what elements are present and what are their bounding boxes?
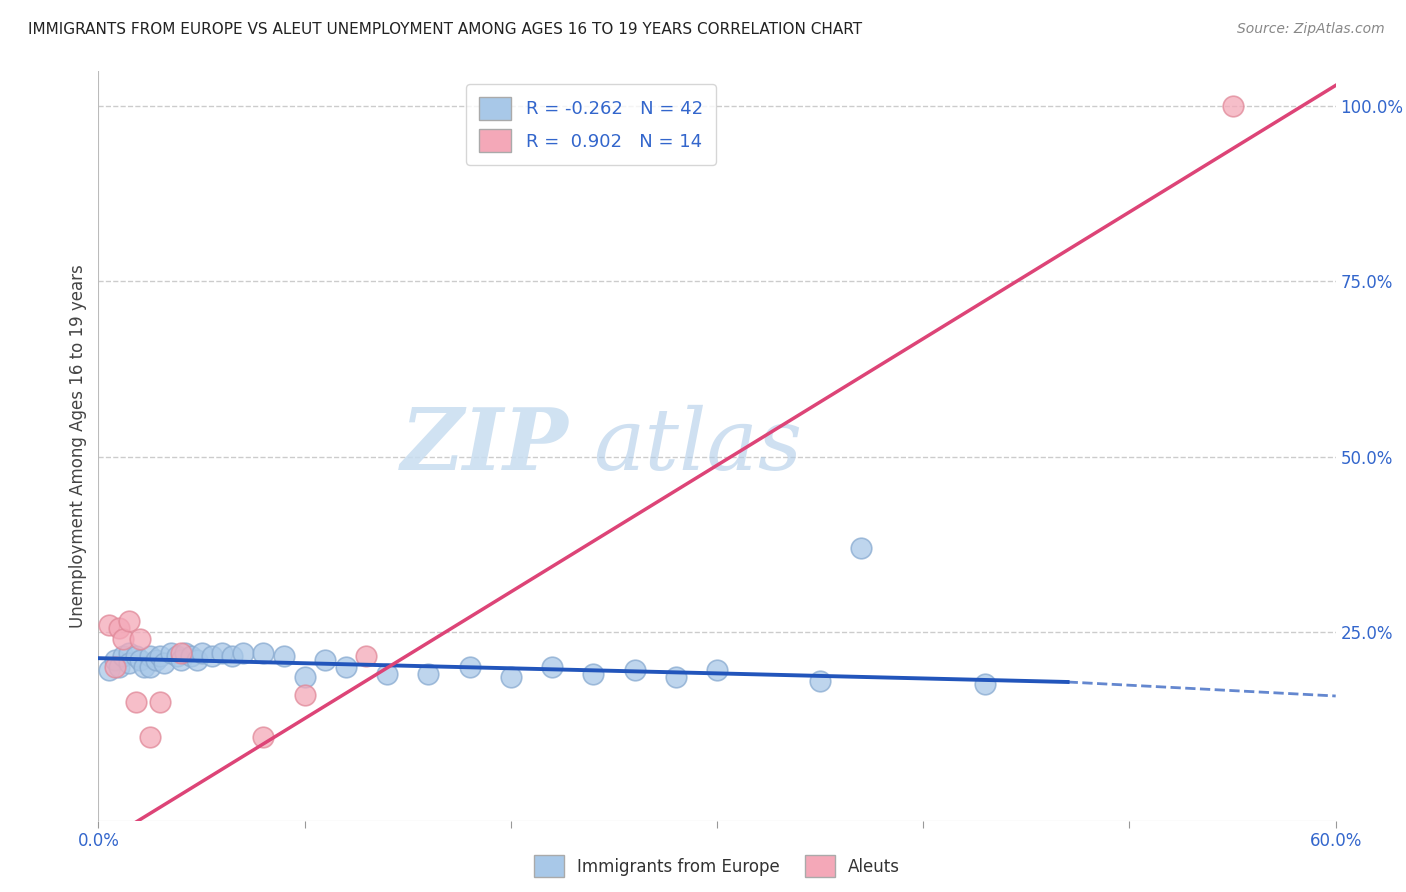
Point xyxy=(499,670,522,684)
Point xyxy=(180,649,202,664)
Point xyxy=(294,670,316,684)
Point xyxy=(851,541,873,555)
Point xyxy=(541,659,564,673)
Point xyxy=(124,695,146,709)
Text: Source: ZipAtlas.com: Source: ZipAtlas.com xyxy=(1237,22,1385,37)
Text: IMMIGRANTS FROM EUROPE VS ALEUT UNEMPLOYMENT AMONG AGES 16 TO 19 YEARS CORRELATI: IMMIGRANTS FROM EUROPE VS ALEUT UNEMPLOY… xyxy=(28,22,862,37)
Point xyxy=(112,649,135,664)
Point xyxy=(1222,99,1244,113)
Legend: Immigrants from Europe, Aleuts: Immigrants from Europe, Aleuts xyxy=(527,849,907,883)
Point xyxy=(153,656,176,670)
Point xyxy=(108,659,131,673)
Point xyxy=(221,649,243,664)
Point xyxy=(211,646,233,660)
Point xyxy=(128,632,150,646)
Point xyxy=(149,649,172,664)
Point xyxy=(294,688,316,702)
Point xyxy=(139,659,162,673)
Point xyxy=(458,659,481,673)
Point xyxy=(159,646,181,660)
Point xyxy=(252,730,274,744)
Point xyxy=(375,666,398,681)
Point xyxy=(356,649,378,664)
Point xyxy=(112,632,135,646)
Point xyxy=(104,652,127,666)
Point xyxy=(974,677,997,691)
Point xyxy=(190,646,212,660)
Point xyxy=(665,670,688,684)
Point xyxy=(252,646,274,660)
Point xyxy=(706,663,728,677)
Point xyxy=(128,652,150,666)
Y-axis label: Unemployment Among Ages 16 to 19 years: Unemployment Among Ages 16 to 19 years xyxy=(69,264,87,628)
Point xyxy=(97,617,120,632)
Point xyxy=(118,614,141,628)
Point xyxy=(582,666,605,681)
Point xyxy=(335,659,357,673)
Point xyxy=(232,646,254,660)
Point xyxy=(166,649,188,664)
Point xyxy=(118,646,141,660)
Point xyxy=(201,649,224,664)
Text: ZIP: ZIP xyxy=(401,404,568,488)
Point xyxy=(186,652,208,666)
Point xyxy=(623,663,645,677)
Point xyxy=(104,659,127,673)
Point xyxy=(132,659,155,673)
Point xyxy=(139,730,162,744)
Point xyxy=(118,656,141,670)
Point xyxy=(170,652,193,666)
Point xyxy=(170,646,193,660)
Point xyxy=(145,652,167,666)
Point xyxy=(97,663,120,677)
Point xyxy=(139,649,162,664)
Point xyxy=(808,673,831,688)
Point xyxy=(273,649,295,664)
Text: atlas: atlas xyxy=(593,405,803,487)
Point xyxy=(124,649,146,664)
Point xyxy=(108,621,131,635)
Point xyxy=(174,646,197,660)
Point xyxy=(149,695,172,709)
Point xyxy=(418,666,440,681)
Point xyxy=(314,652,336,666)
